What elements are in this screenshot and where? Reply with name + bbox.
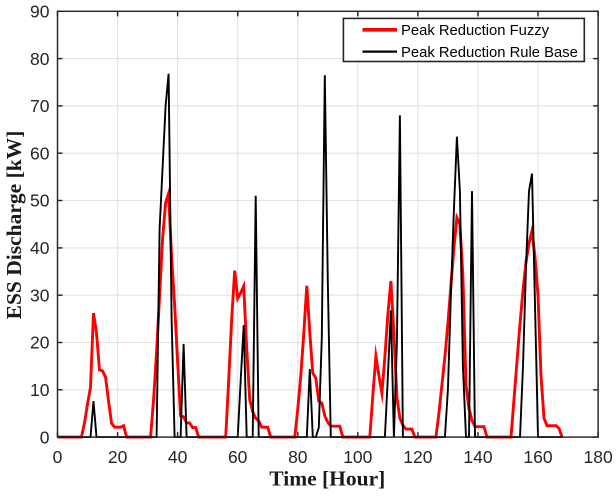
svg-text:90: 90 <box>30 2 50 22</box>
svg-text:20: 20 <box>30 333 50 353</box>
svg-text:0: 0 <box>53 447 63 467</box>
svg-text:60: 60 <box>228 447 248 467</box>
svg-text:40: 40 <box>30 238 50 258</box>
svg-text:10: 10 <box>30 380 50 400</box>
svg-text:180: 180 <box>583 447 612 467</box>
svg-text:Peak Reduction Fuzzy: Peak Reduction Fuzzy <box>401 23 550 39</box>
svg-text:20: 20 <box>108 447 128 467</box>
svg-text:160: 160 <box>523 447 552 467</box>
svg-text:Peak Reduction Rule Base: Peak Reduction Rule Base <box>401 45 578 61</box>
svg-text:60: 60 <box>30 143 50 163</box>
svg-text:80: 80 <box>30 49 50 69</box>
svg-text:140: 140 <box>463 447 492 467</box>
svg-text:Time [Hour]: Time [Hour] <box>269 466 385 490</box>
svg-text:40: 40 <box>168 447 188 467</box>
svg-text:80: 80 <box>288 447 308 467</box>
svg-text:120: 120 <box>403 447 432 467</box>
svg-text:ESS Discharge [kW]: ESS Discharge [kW] <box>2 131 26 320</box>
svg-text:30: 30 <box>30 285 50 305</box>
svg-text:100: 100 <box>343 447 372 467</box>
svg-text:70: 70 <box>30 96 50 116</box>
svg-text:50: 50 <box>30 191 50 211</box>
svg-text:0: 0 <box>40 427 50 447</box>
